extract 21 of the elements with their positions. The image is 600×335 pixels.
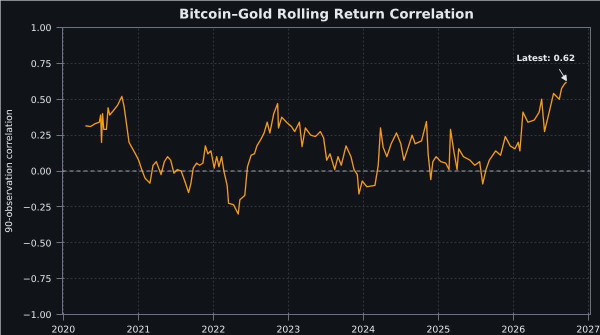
y-tick-label: −0.25	[22, 202, 52, 214]
x-tick-label: 2022	[202, 324, 226, 335]
y-tick-label: 0.00	[30, 166, 52, 178]
x-tick-label: 2020	[51, 324, 76, 335]
y-tick-label: 0.50	[30, 94, 52, 106]
y-tick-label: 0.25	[30, 130, 52, 142]
x-tick-label: 2027	[576, 324, 600, 335]
x-tick-label: 2026	[501, 324, 526, 335]
chart-title: Bitcoin–Gold Rolling Return Correlation	[179, 8, 474, 22]
y-axis-title: 90-observation correlation	[4, 109, 15, 233]
y-tick-label: 1.00	[30, 23, 52, 34]
annotation: Latest: 0.62	[516, 54, 575, 64]
y-tick-label: −1.00	[22, 310, 52, 321]
y-tick-label: −0.75	[22, 274, 52, 286]
x-tick-label: 2025	[426, 324, 450, 335]
y-tick-label: 0.75	[30, 58, 52, 70]
x-tick-label: 2024	[351, 324, 376, 335]
x-tick-label: 2023	[276, 324, 300, 335]
x-tick-label: 2021	[126, 324, 150, 335]
line-series	[84, 81, 568, 215]
y-tick-label: −0.50	[22, 238, 52, 250]
